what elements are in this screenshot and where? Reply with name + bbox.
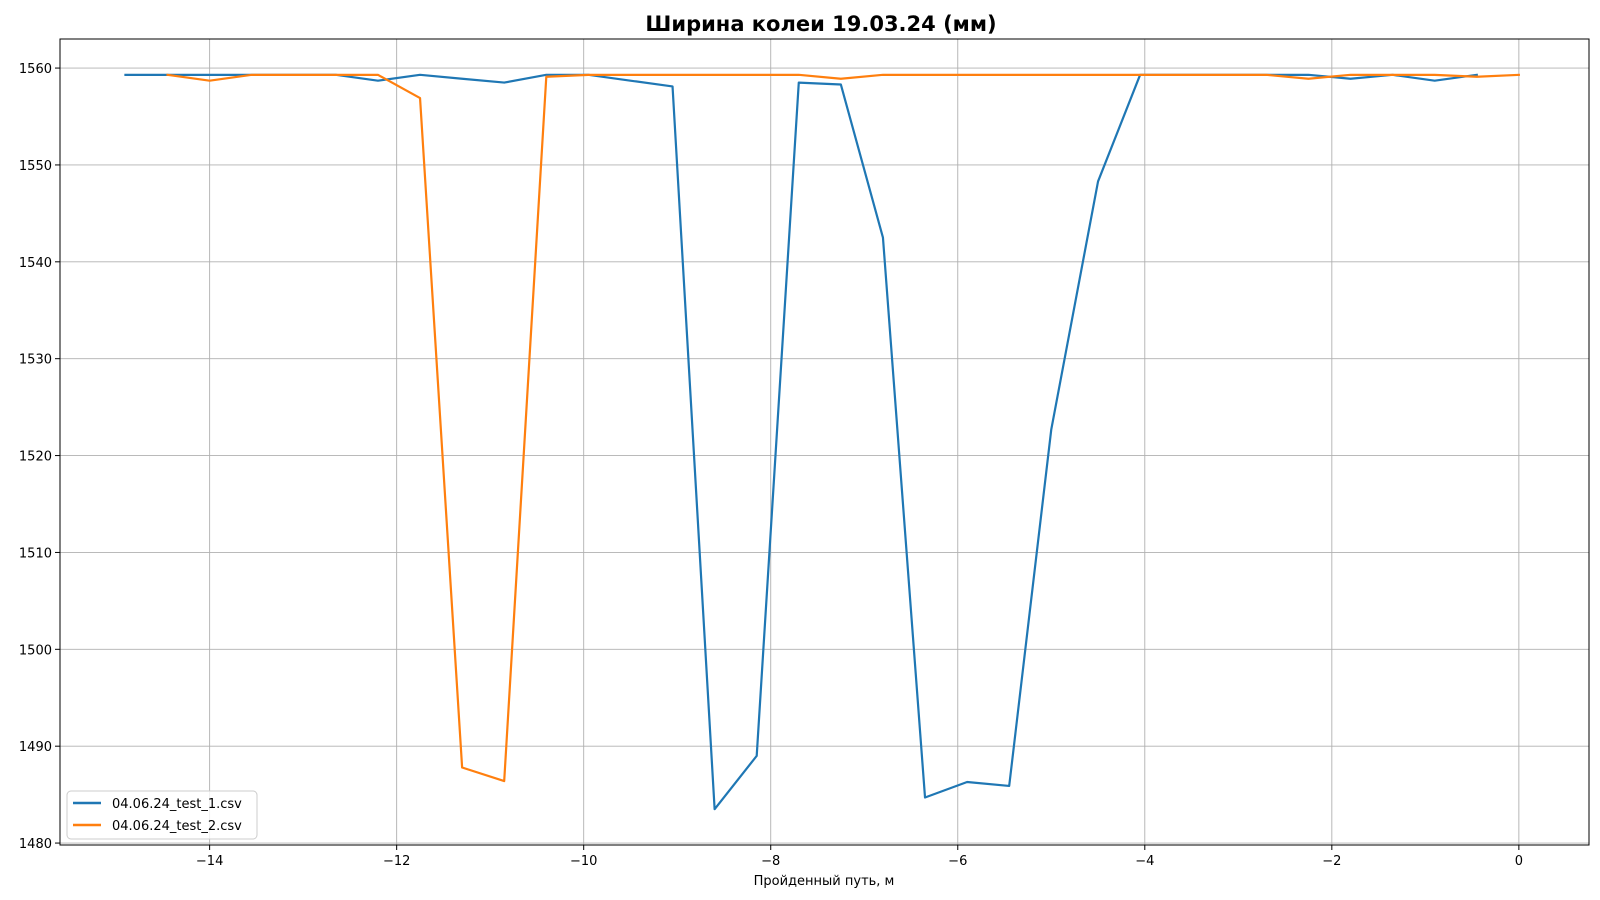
axis-ticks: −14 −12 −10 −8 −6 −4 −2 0 1480 1490 1500 1510 1520 15…	[19, 62, 1523, 869]
x-tick-label: 0	[1515, 854, 1523, 869]
plot-frame	[59, 38, 1590, 846]
y-tick-label: 1490	[19, 740, 52, 755]
legend-label-series-2: 04.06.24_test_2.csv	[112, 819, 242, 834]
x-tick-label: −8	[761, 854, 780, 869]
series-line-1	[124, 73, 1479, 811]
y-tick-label: 1520	[19, 450, 52, 465]
x-tick-label: −2	[1322, 854, 1341, 869]
x-tick-label: −4	[1135, 854, 1154, 869]
x-tick-label: −6	[948, 854, 967, 869]
y-tick-label: 1530	[19, 353, 52, 368]
series-line-2	[166, 73, 1521, 783]
chart-title: Ширина колеи 19.03.24 (мм)	[645, 12, 996, 36]
x-tick-label: −14	[196, 854, 223, 869]
y-tick-label: 1550	[19, 159, 52, 174]
y-tick-label: 1510	[19, 546, 52, 561]
legend-box	[66, 790, 258, 840]
x-tick-label: −10	[570, 854, 597, 869]
series-lines	[124, 73, 1521, 811]
y-tick-label: 1500	[19, 643, 52, 658]
x-tick-label: −12	[383, 854, 410, 869]
legend: 04.06.24_test_1.csv 04.06.24_test_2.csv	[66, 790, 258, 840]
y-tick-label: 1480	[19, 837, 52, 852]
y-tick-label: 1540	[19, 256, 52, 271]
y-tick-label: 1560	[19, 62, 52, 77]
x-axis-label: Пройденный путь, м	[754, 874, 895, 889]
legend-label-series-1: 04.06.24_test_1.csv	[112, 797, 242, 812]
grid	[60, 39, 1589, 845]
